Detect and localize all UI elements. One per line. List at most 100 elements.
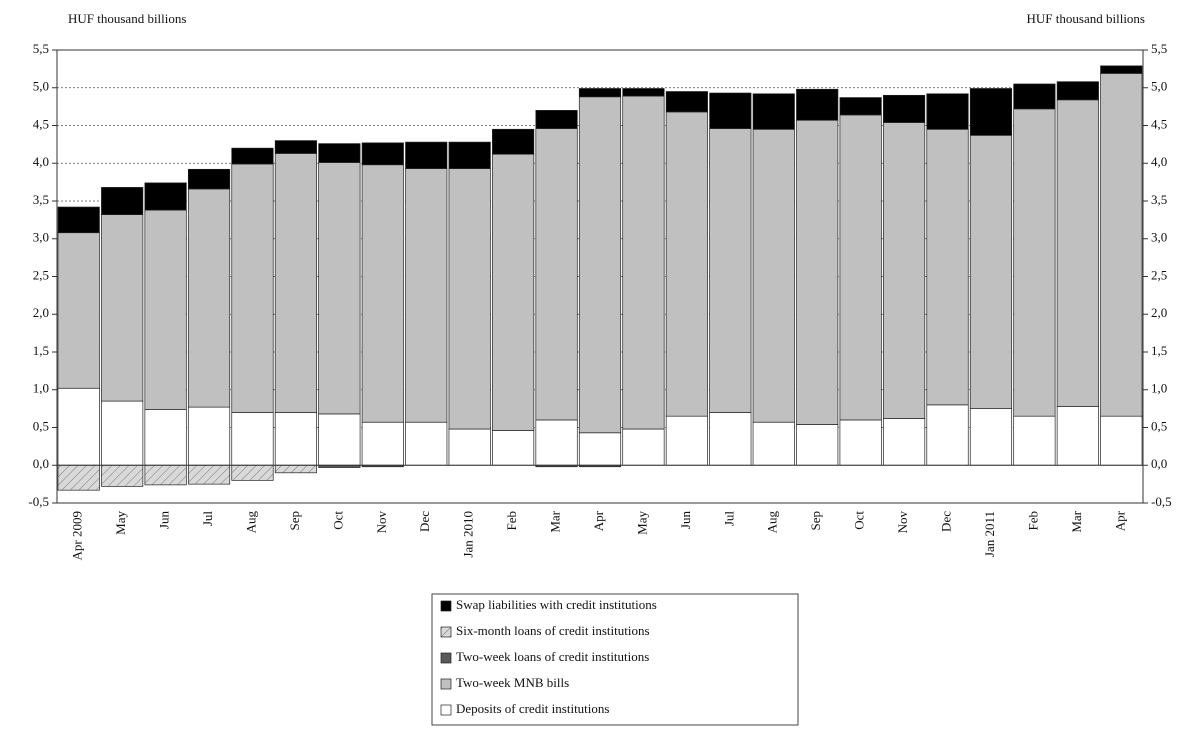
- bar-segment: [144, 182, 187, 211]
- y2-tick-label: 5,0: [1151, 79, 1167, 94]
- y2-tick-label: 4,0: [1151, 154, 1167, 169]
- x-tick-label: Jun: [678, 511, 693, 530]
- bar-segment: [101, 464, 144, 487]
- bar-segment: [274, 412, 317, 466]
- y-tick-label: 5,5: [33, 41, 49, 56]
- bar-segment: [1100, 73, 1143, 417]
- x-tick-label: Jan 2011: [982, 511, 997, 557]
- bar-segment: [796, 88, 839, 121]
- y2-tick-label: 2,0: [1151, 305, 1167, 320]
- bar-segment: [492, 128, 535, 155]
- legend-swatch: [440, 652, 452, 664]
- bar-segment: [622, 88, 665, 97]
- legend-swatch: [440, 600, 452, 612]
- x-tick-label: Jun: [157, 511, 172, 530]
- bar-segment: [969, 88, 1013, 136]
- bar-segment: [883, 418, 926, 466]
- bar-segment: [709, 412, 752, 466]
- legend-swatch: [440, 704, 452, 716]
- y2-axis-label: HUF thousand billions: [1027, 11, 1145, 26]
- bar-segment: [57, 232, 100, 389]
- y2-tick-label: 0,5: [1151, 418, 1167, 433]
- bar-segment: [839, 97, 882, 116]
- bar-segment: [752, 421, 795, 466]
- y-axis-label: HUF thousand billions: [68, 11, 186, 26]
- bar-segment: [144, 209, 187, 410]
- bar-segment: [1013, 83, 1056, 110]
- bar-segment: [578, 88, 622, 98]
- bar-segment: [1013, 415, 1056, 466]
- x-tick-label: May: [113, 511, 128, 535]
- bar-segment: [274, 464, 317, 474]
- bar-segment: [1056, 81, 1099, 101]
- bar-segment: [448, 141, 491, 169]
- bar-segment: [622, 428, 665, 466]
- bar-segment: [318, 143, 361, 163]
- x-tick-label: Apr 2009: [70, 511, 85, 560]
- legend-label: Swap liabilities with credit institution…: [456, 597, 657, 612]
- bar-segment: [361, 421, 404, 466]
- bar-segment: [101, 187, 144, 215]
- bar-segment: [1013, 108, 1056, 417]
- x-tick-label: Sep: [287, 511, 302, 531]
- bar-segment: [578, 96, 622, 434]
- x-tick-label: Aug: [243, 511, 258, 534]
- x-tick-label: Feb: [1025, 511, 1040, 531]
- bar-segment: [448, 168, 491, 430]
- y2-tick-label: 3,5: [1151, 192, 1167, 207]
- bar-segment: [969, 408, 1013, 466]
- bar-segment: [926, 128, 969, 406]
- bar-segment: [57, 387, 100, 466]
- bar-segment: [1100, 65, 1143, 74]
- bar-segment: [405, 141, 448, 169]
- legend-label: Two-week MNB bills: [456, 675, 569, 690]
- x-tick-label: Jan 2010: [461, 511, 476, 558]
- bar-segment: [839, 114, 882, 421]
- x-tick-label: Mar: [548, 510, 563, 532]
- y-tick-label: 1,0: [33, 381, 49, 396]
- bar-segment: [578, 432, 622, 466]
- bar-segment: [622, 95, 665, 430]
- bar-segment: [1056, 99, 1099, 407]
- y-tick-label: 2,5: [33, 267, 49, 282]
- bar-segment: [839, 419, 882, 466]
- bar-segment: [752, 93, 795, 130]
- bar-segment: [187, 188, 231, 408]
- bar-segment: [231, 464, 274, 481]
- bar-segment: [231, 412, 274, 466]
- bar-segment: [1100, 415, 1143, 466]
- y-tick-label: -0,5: [28, 494, 49, 509]
- bar-segment: [361, 142, 404, 166]
- x-tick-label: Apr: [591, 510, 606, 531]
- y-tick-label: 1,5: [33, 343, 49, 358]
- x-tick-label: Mar: [1069, 510, 1084, 532]
- bar-segment: [57, 464, 100, 491]
- x-tick-label: Nov: [895, 511, 910, 534]
- bar-segment: [187, 406, 231, 466]
- bar-segment: [492, 430, 535, 466]
- bar-segment: [144, 464, 187, 486]
- y-tick-label: 5,0: [33, 79, 49, 94]
- bar-segment: [187, 168, 231, 190]
- bar-segment: [405, 168, 448, 423]
- x-tick-label: Dec: [417, 511, 432, 532]
- bar-segment: [926, 93, 969, 130]
- bar-segment: [144, 409, 187, 466]
- y2-tick-label: 5,5: [1151, 41, 1167, 56]
- legend-box: [431, 593, 799, 726]
- bar-segment: [361, 164, 404, 423]
- y-tick-label: 0,0: [33, 456, 49, 471]
- y2-tick-label: 1,0: [1151, 381, 1167, 396]
- bar-segment: [883, 94, 926, 123]
- x-tick-label: Oct: [330, 511, 345, 530]
- bar-segment: [231, 147, 274, 165]
- x-tick-label: Apr: [1112, 510, 1127, 531]
- bar-segment: [57, 206, 100, 234]
- y2-tick-label: 4,5: [1151, 116, 1167, 131]
- legend-label: Two-week loans of credit institutions: [456, 649, 649, 664]
- y-tick-label: 3,0: [33, 230, 49, 245]
- y2-tick-label: 2,5: [1151, 267, 1167, 282]
- x-tick-label: Oct: [852, 511, 867, 530]
- bar-segment: [318, 162, 361, 415]
